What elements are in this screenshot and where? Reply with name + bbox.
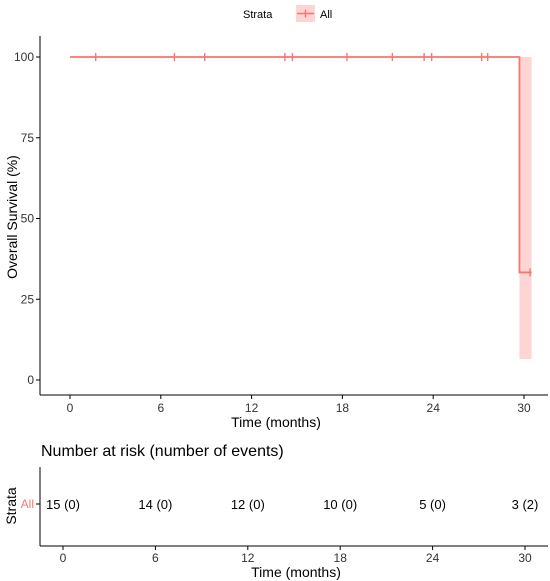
risk-x-tick-label: 24 — [426, 551, 440, 565]
risk-cell: 5 (0) — [419, 497, 446, 512]
x-ticks: 0 6 12 18 24 30 — [67, 395, 531, 415]
risk-x-tick-label: 18 — [334, 551, 348, 565]
x-tick-label: 24 — [427, 401, 441, 415]
risk-table: Number at risk (number of events) All St… — [3, 443, 548, 580]
risk-x-axis-title: Time (months) — [251, 564, 341, 580]
risk-cell: 3 (2) — [512, 497, 539, 512]
survival-curve-layer — [70, 56, 532, 274]
legend: Strata All — [243, 5, 332, 22]
risk-cell: 10 (0) — [323, 497, 357, 512]
legend-label: All — [320, 9, 332, 21]
y-tick-label: 0 — [27, 373, 34, 387]
survival-plot: 0 25 50 75 100 0 6 12 18 24 30 Time (months) Over… — [4, 36, 548, 430]
y-axis-title: Overall Survival (%) — [4, 155, 20, 279]
x-tick-label: 30 — [517, 401, 531, 415]
y-tick-label: 75 — [21, 131, 35, 145]
confidence-band-segment — [519, 57, 532, 360]
risk-row-label: All — [21, 497, 34, 511]
legend-title: Strata — [243, 9, 273, 21]
y-tick-label: 25 — [21, 292, 35, 306]
risk-table-title: Number at risk (number of events) — [41, 443, 284, 460]
censor-marks-layer — [95, 53, 531, 277]
risk-y-axis-title: Strata — [3, 487, 19, 525]
x-axis-title: Time (months) — [231, 414, 321, 430]
x-tick-label: 12 — [245, 401, 259, 415]
risk-cell: 12 (0) — [231, 497, 265, 512]
risk-cells: 15 (0) 14 (0) 12 (0) 10 (0) 5 (0) 3 (2) — [46, 497, 538, 512]
risk-cell: 15 (0) — [46, 497, 80, 512]
y-tick-label: 50 — [21, 212, 35, 226]
risk-x-tick-label: 6 — [152, 551, 159, 565]
x-tick-label: 6 — [157, 401, 164, 415]
x-tick-label: 0 — [67, 401, 74, 415]
y-ticks: 0 25 50 75 100 — [14, 50, 40, 387]
risk-x-ticks: 0 6 12 18 24 30 — [60, 546, 532, 565]
confidence-band-layer — [519, 57, 532, 360]
survival-curve — [70, 56, 532, 274]
risk-x-tick-label: 30 — [518, 551, 532, 565]
y-tick-label: 100 — [14, 50, 34, 64]
risk-x-tick-label: 0 — [60, 551, 67, 565]
risk-x-tick-label: 12 — [241, 551, 255, 565]
x-tick-label: 18 — [336, 401, 350, 415]
risk-cell: 14 (0) — [138, 497, 172, 512]
